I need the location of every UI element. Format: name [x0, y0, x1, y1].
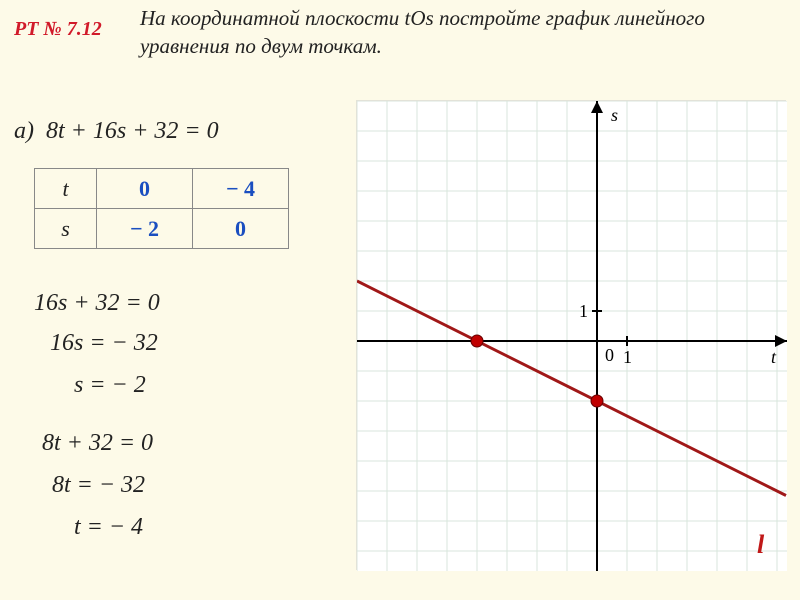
- svg-text:l: l: [757, 530, 765, 559]
- working-step: s = − 2: [74, 372, 146, 399]
- svg-text:1: 1: [579, 301, 588, 321]
- cell-t-1: − 4: [193, 169, 289, 209]
- problem-statement: На координатной плоскости tOs постройте …: [140, 4, 780, 61]
- table-row: s − 2 0: [35, 209, 289, 249]
- row-label-t: t: [35, 169, 97, 209]
- equation-text: 8t + 16s + 32 = 0: [46, 118, 219, 144]
- working-step: 8t + 32 = 0: [42, 430, 153, 457]
- part-label: а): [14, 118, 34, 144]
- working-step: 8t = − 32: [52, 472, 145, 499]
- cell-s-0: − 2: [97, 209, 193, 249]
- value-table: t 0 − 4 s − 2 0: [34, 168, 289, 249]
- row-label-s: s: [35, 209, 97, 249]
- svg-text:0: 0: [605, 345, 614, 365]
- part-a-equation: а) 8t + 16s + 32 = 0: [14, 118, 219, 145]
- graph-svg: st011l: [357, 101, 787, 571]
- working-step: 16s = − 32: [50, 330, 158, 357]
- working-step: 16s + 32 = 0: [34, 290, 160, 317]
- cell-s-1: 0: [193, 209, 289, 249]
- cell-t-0: 0: [97, 169, 193, 209]
- table-row: t 0 − 4: [35, 169, 289, 209]
- coordinate-plane: st011l: [356, 100, 786, 570]
- svg-text:1: 1: [623, 347, 632, 367]
- working-step: t = − 4: [74, 514, 143, 541]
- workbook-ref: РТ № 7.12: [14, 18, 102, 41]
- svg-text:s: s: [611, 105, 618, 125]
